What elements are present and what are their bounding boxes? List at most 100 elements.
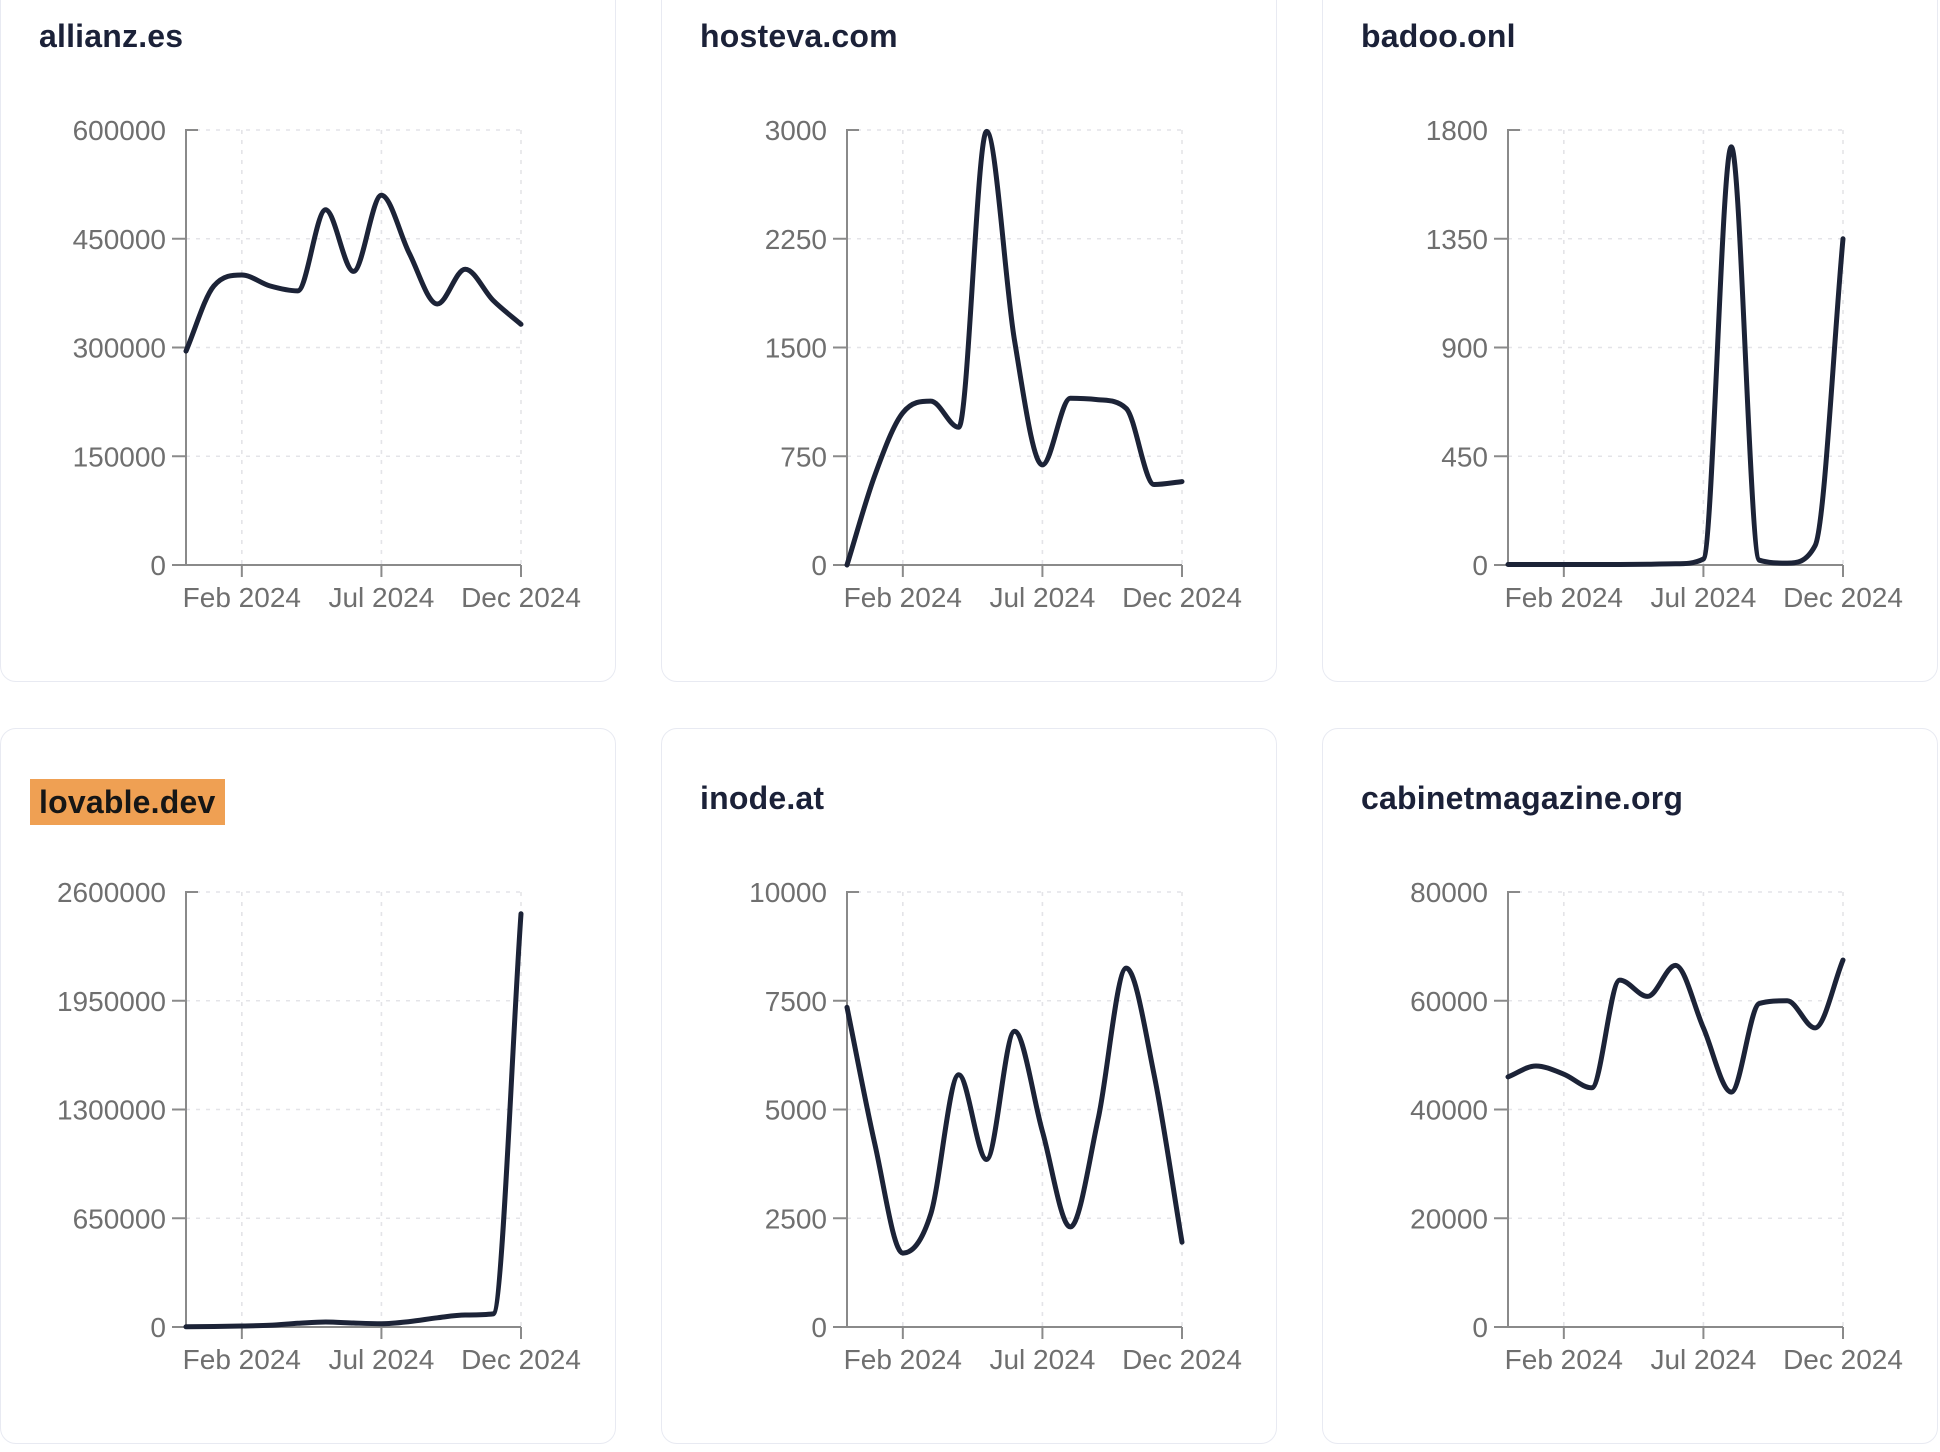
svg-text:750: 750 [780, 441, 827, 472]
line-chart: 0 20000 40000 60000 80000 Feb 2024 Jul 2024 Dec… [1410, 877, 1903, 1375]
svg-text:Jul 2024: Jul 2024 [328, 582, 434, 613]
chart-title: allianz.es [39, 17, 615, 55]
line-chart: 0 650000 1300000 1950000 2600000 Feb 2024 Jul … [57, 877, 581, 1375]
chart-title-text: allianz.es [39, 18, 184, 54]
svg-text:0: 0 [1472, 1312, 1488, 1343]
svg-text:Dec 2024: Dec 2024 [461, 1344, 581, 1375]
x-tick-labels: Feb 2024 Jul 2024 Dec 2024 [1505, 582, 1903, 613]
svg-text:2500: 2500 [765, 1203, 827, 1234]
svg-text:600000: 600000 [73, 115, 166, 146]
svg-text:40000: 40000 [1410, 1095, 1488, 1126]
axes [1494, 129, 1844, 577]
series-line [1505, 144, 1846, 567]
svg-text:1300000: 1300000 [57, 1095, 166, 1126]
series-line [1505, 957, 1846, 1095]
svg-text:1350: 1350 [1426, 224, 1488, 255]
chart-title-text: inode.at [700, 780, 825, 816]
svg-text:300000: 300000 [73, 333, 166, 364]
svg-text:10000: 10000 [749, 877, 827, 908]
svg-text:Dec 2024: Dec 2024 [1783, 582, 1903, 613]
x-tick-labels: Feb 2024 Jul 2024 Dec 2024 [183, 1344, 581, 1375]
chart-title-text: badoo.onl [1361, 18, 1516, 54]
chart-card-hosteva-com[interactable]: hosteva.com 0 750 1500 2250 3000 Feb 2024 Jul … [661, 0, 1277, 682]
gridlines [186, 891, 522, 1327]
chart-card-cabinetmagazine-org[interactable]: cabinetmagazine.org 0 20000 40000 60000 8000… [1322, 728, 1938, 1444]
svg-text:1950000: 1950000 [57, 986, 166, 1017]
svg-text:Feb 2024: Feb 2024 [183, 1344, 301, 1375]
axes [833, 129, 1183, 577]
series-line [183, 911, 524, 1330]
gridlines [847, 891, 1183, 1327]
y-tick-labels: 0 150000 300000 450000 600000 [73, 115, 166, 581]
y-tick-labels: 0 2500 5000 7500 10000 [749, 877, 827, 1343]
axes [833, 891, 1183, 1339]
svg-text:Feb 2024: Feb 2024 [844, 582, 962, 613]
y-tick-labels: 0 750 1500 2250 3000 [765, 115, 827, 581]
chart-title: inode.at [700, 779, 1276, 817]
svg-text:Dec 2024: Dec 2024 [1783, 1344, 1903, 1375]
x-tick-labels: Feb 2024 Jul 2024 Dec 2024 [844, 1344, 1242, 1375]
gridlines [1508, 129, 1844, 565]
chart-title-text: hosteva.com [700, 18, 898, 54]
svg-text:Dec 2024: Dec 2024 [1122, 582, 1242, 613]
svg-text:0: 0 [811, 1312, 827, 1343]
line-chart: 0 2500 5000 7500 10000 Feb 2024 Jul 2024 Dec 20… [749, 877, 1242, 1375]
line-chart: 0 450 900 1350 1800 Feb 2024 Jul 2024 Dec 2024 [1426, 115, 1903, 613]
svg-text:450000: 450000 [73, 224, 166, 255]
chart-title: cabinetmagazine.org [1361, 779, 1937, 817]
svg-text:Jul 2024: Jul 2024 [989, 1344, 1095, 1375]
svg-text:Feb 2024: Feb 2024 [844, 1344, 962, 1375]
x-tick-labels: Feb 2024 Jul 2024 Dec 2024 [844, 582, 1242, 613]
svg-text:150000: 150000 [73, 441, 166, 472]
chart-title: hosteva.com [700, 17, 1276, 55]
svg-text:900: 900 [1441, 333, 1488, 364]
chart-card-lovable-dev[interactable]: lovable.dev 0 650000 1300000 1950000 2600000… [0, 728, 616, 1444]
svg-text:Feb 2024: Feb 2024 [1505, 1344, 1623, 1375]
chart-card-allianz-es[interactable]: allianz.es 0 150000 300000 450000 600000 Feb … [0, 0, 616, 682]
chart-title: badoo.onl [1361, 17, 1937, 55]
svg-text:Feb 2024: Feb 2024 [183, 582, 301, 613]
svg-text:Jul 2024: Jul 2024 [328, 1344, 434, 1375]
axes [172, 129, 522, 577]
svg-text:650000: 650000 [73, 1203, 166, 1234]
gridlines [847, 129, 1183, 565]
svg-text:Dec 2024: Dec 2024 [1122, 1344, 1242, 1375]
svg-text:1500: 1500 [765, 333, 827, 364]
series-line [183, 192, 524, 354]
gridlines [186, 129, 522, 565]
svg-text:Jul 2024: Jul 2024 [1650, 1344, 1756, 1375]
series-line [844, 965, 1185, 1256]
x-tick-labels: Feb 2024 Jul 2024 Dec 2024 [183, 582, 581, 613]
svg-text:0: 0 [150, 1312, 166, 1343]
chart-title-text: cabinetmagazine.org [1361, 780, 1684, 816]
svg-text:450: 450 [1441, 441, 1488, 472]
svg-text:1800: 1800 [1426, 115, 1488, 146]
chart-card-badoo-onl[interactable]: badoo.onl 0 450 900 1350 1800 Feb 2024 Jul 202… [1322, 0, 1938, 682]
chart-title-text: lovable.dev [30, 779, 225, 825]
axes [172, 891, 522, 1339]
svg-text:0: 0 [150, 550, 166, 581]
svg-text:7500: 7500 [765, 986, 827, 1017]
svg-text:20000: 20000 [1410, 1203, 1488, 1234]
svg-text:60000: 60000 [1410, 986, 1488, 1017]
line-chart: 0 150000 300000 450000 600000 Feb 2024 Jul 202… [73, 115, 581, 613]
series-line [844, 128, 1185, 568]
svg-text:2250: 2250 [765, 224, 827, 255]
svg-text:0: 0 [811, 550, 827, 581]
y-tick-labels: 0 650000 1300000 1950000 2600000 [57, 877, 166, 1343]
svg-text:5000: 5000 [765, 1095, 827, 1126]
axes [1494, 891, 1844, 1339]
gridlines [1508, 891, 1844, 1327]
svg-text:80000: 80000 [1410, 877, 1488, 908]
line-chart: 0 750 1500 2250 3000 Feb 2024 Jul 2024 Dec 2024 [765, 115, 1242, 613]
svg-text:Jul 2024: Jul 2024 [1650, 582, 1756, 613]
svg-text:Dec 2024: Dec 2024 [461, 582, 581, 613]
svg-text:Feb 2024: Feb 2024 [1505, 582, 1623, 613]
x-tick-labels: Feb 2024 Jul 2024 Dec 2024 [1505, 1344, 1903, 1375]
chart-title: lovable.dev [30, 779, 615, 825]
svg-text:0: 0 [1472, 550, 1488, 581]
y-tick-labels: 0 450 900 1350 1800 [1426, 115, 1488, 581]
chart-card-inode-at[interactable]: inode.at 0 2500 5000 7500 10000 Feb 2024 Jul 2… [661, 728, 1277, 1444]
svg-text:2600000: 2600000 [57, 877, 166, 908]
svg-text:Jul 2024: Jul 2024 [989, 582, 1095, 613]
